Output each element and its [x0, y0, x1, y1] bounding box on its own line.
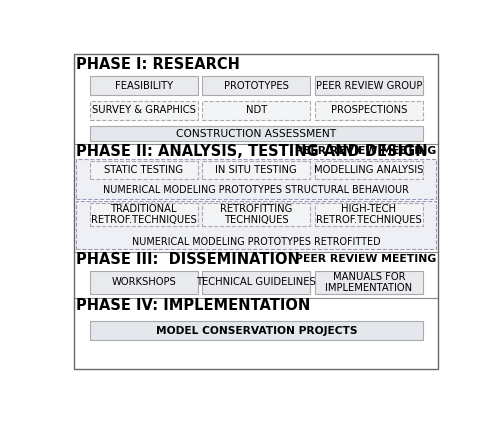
FancyBboxPatch shape	[90, 271, 198, 294]
Text: PHASE III:  DISSEMINATION: PHASE III: DISSEMINATION	[76, 252, 300, 267]
Text: PHASE II: ANALYSIS, TESTING AND DESIGN: PHASE II: ANALYSIS, TESTING AND DESIGN	[76, 144, 428, 158]
FancyBboxPatch shape	[315, 76, 423, 95]
Text: PEER REVIEW MEETING: PEER REVIEW MEETING	[295, 146, 436, 156]
FancyBboxPatch shape	[90, 76, 198, 95]
Text: MODELLING ANALYSIS: MODELLING ANALYSIS	[314, 165, 424, 175]
Text: PEER REVIEW GROUP: PEER REVIEW GROUP	[316, 81, 422, 91]
FancyBboxPatch shape	[202, 161, 310, 179]
FancyBboxPatch shape	[90, 321, 423, 340]
Text: RETROFITTING
TECHNIQUES: RETROFITTING TECHNIQUES	[220, 204, 292, 225]
Text: PROTOTYPES: PROTOTYPES	[224, 81, 288, 91]
FancyBboxPatch shape	[202, 271, 310, 294]
FancyBboxPatch shape	[202, 203, 310, 226]
Text: MODEL CONSERVATION PROJECTS: MODEL CONSERVATION PROJECTS	[156, 325, 357, 336]
Text: TRADITIONAL
RETROF.TECHNIQUES: TRADITIONAL RETROF.TECHNIQUES	[90, 204, 196, 225]
FancyBboxPatch shape	[90, 101, 198, 120]
FancyBboxPatch shape	[76, 201, 436, 249]
Text: FEASIBILITY: FEASIBILITY	[114, 81, 172, 91]
Text: MANUALS FOR
IMPLEMENTATION: MANUALS FOR IMPLEMENTATION	[326, 271, 412, 293]
Text: SURVEY & GRAPHICS: SURVEY & GRAPHICS	[92, 105, 196, 115]
FancyBboxPatch shape	[315, 271, 423, 294]
FancyBboxPatch shape	[202, 76, 310, 95]
FancyBboxPatch shape	[315, 203, 423, 226]
Text: NUMERICAL MODELING PROTOTYPES RETROFITTED: NUMERICAL MODELING PROTOTYPES RETROFITTE…	[132, 237, 380, 247]
Text: HIGH-TECH
RETROF.TECHNIQUES: HIGH-TECH RETROF.TECHNIQUES	[316, 204, 422, 225]
Text: STATIC TESTING: STATIC TESTING	[104, 165, 183, 175]
Text: NUMERICAL MODELING PROTOTYPES STRUCTURAL BEHAVIOUR: NUMERICAL MODELING PROTOTYPES STRUCTURAL…	[104, 184, 409, 195]
FancyBboxPatch shape	[90, 126, 423, 141]
Text: WORKSHOPS: WORKSHOPS	[111, 277, 176, 288]
FancyBboxPatch shape	[90, 161, 198, 179]
FancyBboxPatch shape	[315, 101, 423, 120]
Text: PHASE IV: IMPLEMENTATION: PHASE IV: IMPLEMENTATION	[76, 298, 310, 313]
Text: NDT: NDT	[246, 105, 267, 115]
Text: TECHNICAL GUIDELINES: TECHNICAL GUIDELINES	[196, 277, 316, 288]
Text: PROSPECTIONS: PROSPECTIONS	[330, 105, 407, 115]
Text: PEER REVIEW MEETING: PEER REVIEW MEETING	[295, 254, 436, 264]
FancyBboxPatch shape	[76, 159, 436, 199]
FancyBboxPatch shape	[315, 161, 423, 179]
Text: PHASE I: RESEARCH: PHASE I: RESEARCH	[76, 58, 240, 72]
FancyBboxPatch shape	[202, 101, 310, 120]
FancyBboxPatch shape	[90, 203, 198, 226]
Text: IN SITU TESTING: IN SITU TESTING	[216, 165, 297, 175]
Text: CONSTRUCTION ASSESSMENT: CONSTRUCTION ASSESSMENT	[176, 129, 336, 139]
